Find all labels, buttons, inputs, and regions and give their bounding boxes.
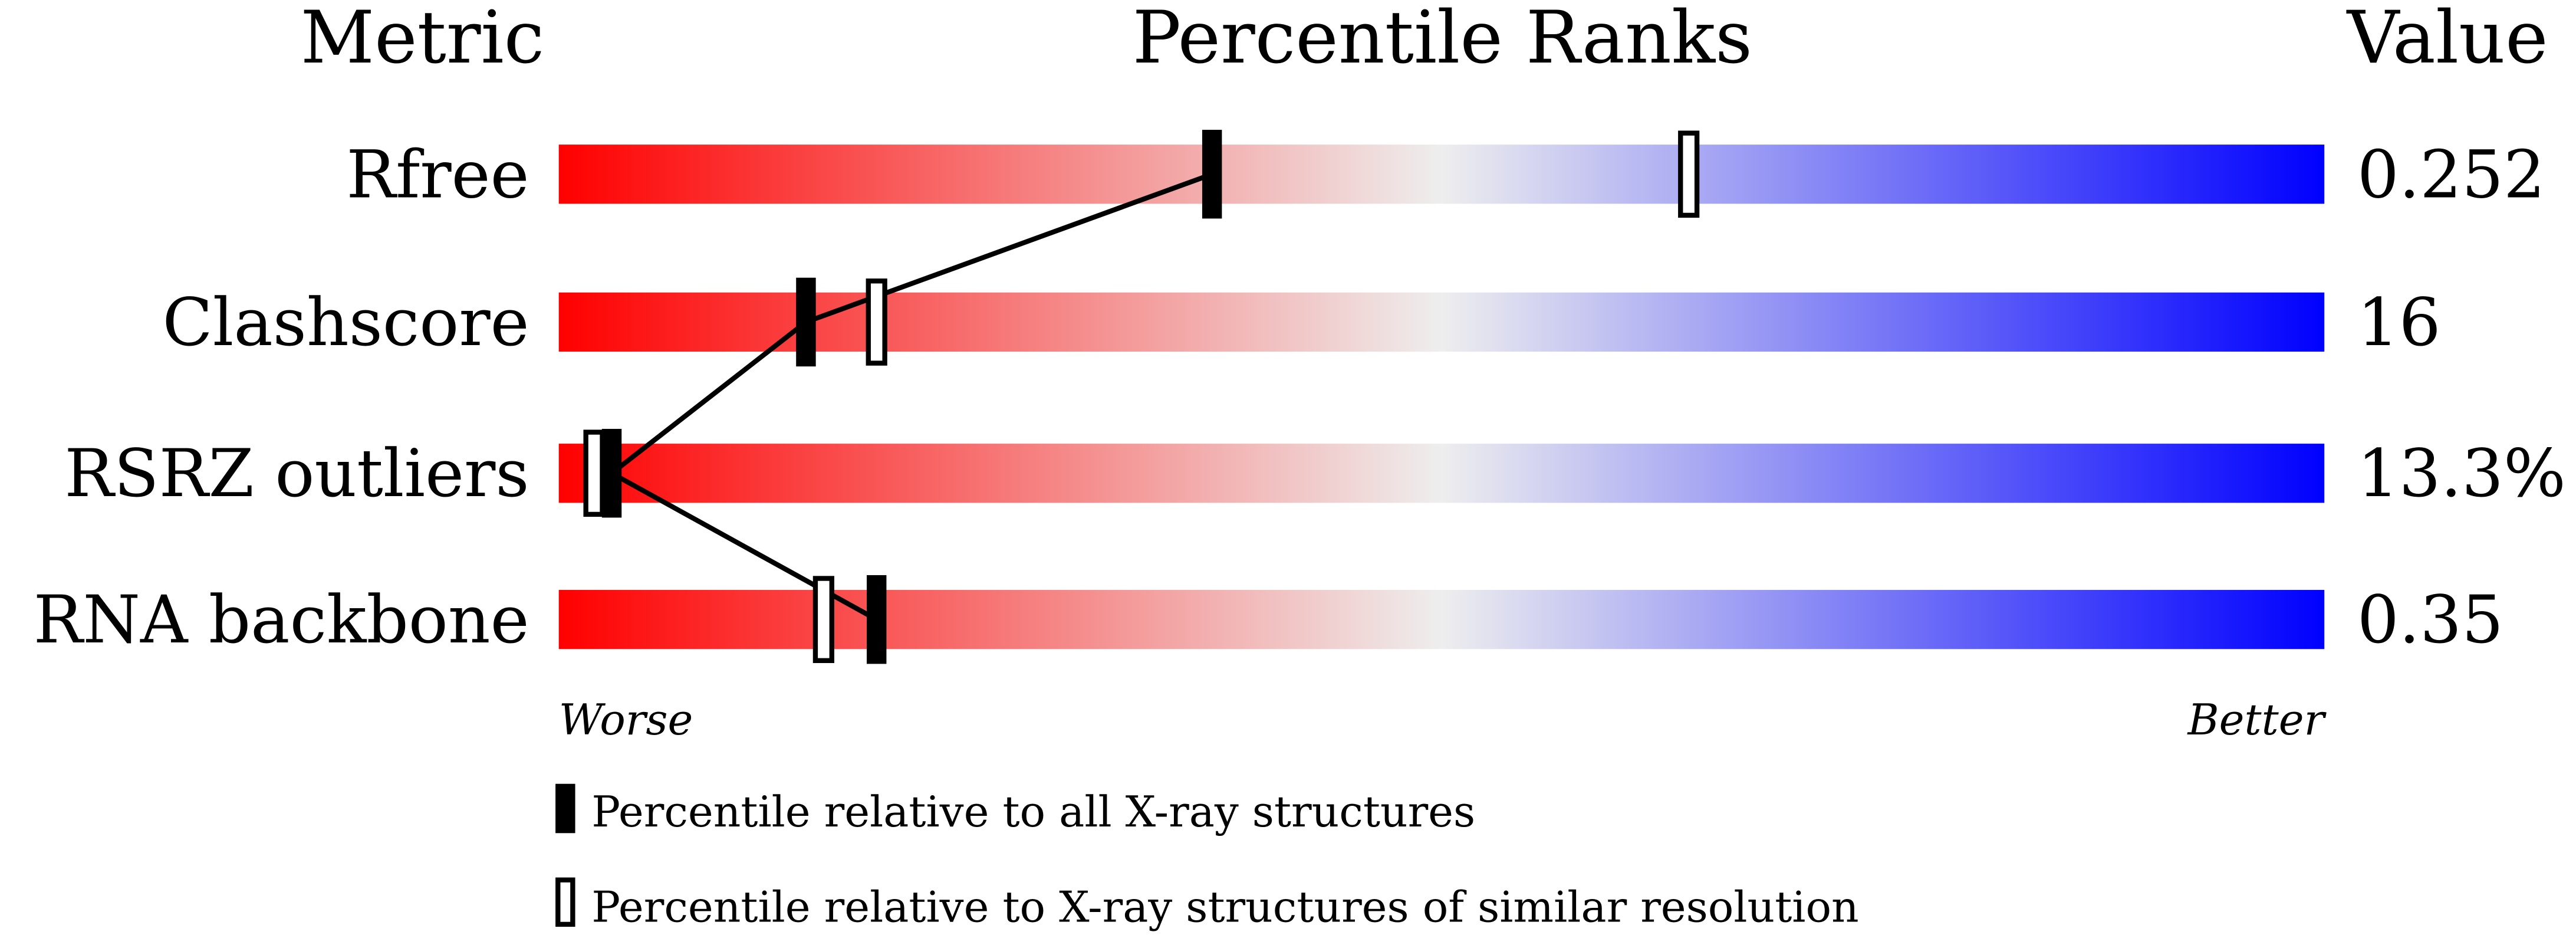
relative-marker <box>812 576 834 663</box>
metric-label: RNA backbone <box>34 582 529 658</box>
absolute-marker <box>1202 130 1222 219</box>
connector-line <box>607 172 1213 622</box>
ranks-header: Percentile Ranks <box>1133 0 1752 80</box>
metric-value: 13.3% <box>2357 436 2566 512</box>
metric-label: Rfree <box>346 137 529 213</box>
legend-label: Percentile relative to X-ray structures … <box>591 883 1858 933</box>
legend-swatch <box>555 877 575 927</box>
metric-value: 0.35 <box>2357 582 2503 658</box>
worse-label: Worse <box>559 695 693 745</box>
relative-marker <box>866 278 887 366</box>
metric-value: 0.252 <box>2357 137 2545 213</box>
relative-marker <box>583 429 605 517</box>
relative-marker <box>1678 130 1700 218</box>
absolute-marker <box>601 429 622 518</box>
legend-swatch <box>555 783 575 834</box>
absolute-marker <box>866 575 887 664</box>
metric-label: RSRZ outliers <box>64 436 529 512</box>
value-header: Value <box>2346 0 2548 80</box>
metric-header: Metric <box>301 0 545 80</box>
percentile-bar <box>558 444 2325 503</box>
percentile-bar <box>558 145 2325 204</box>
absolute-marker <box>796 277 816 367</box>
legend-label: Percentile relative to all X-ray structu… <box>591 788 1475 837</box>
metric-value: 16 <box>2357 285 2441 361</box>
percentile-bar <box>558 590 2325 649</box>
better-label: Better <box>2186 695 2327 745</box>
percentile-bar <box>558 292 2325 352</box>
metric-label: Clashscore <box>163 285 529 361</box>
